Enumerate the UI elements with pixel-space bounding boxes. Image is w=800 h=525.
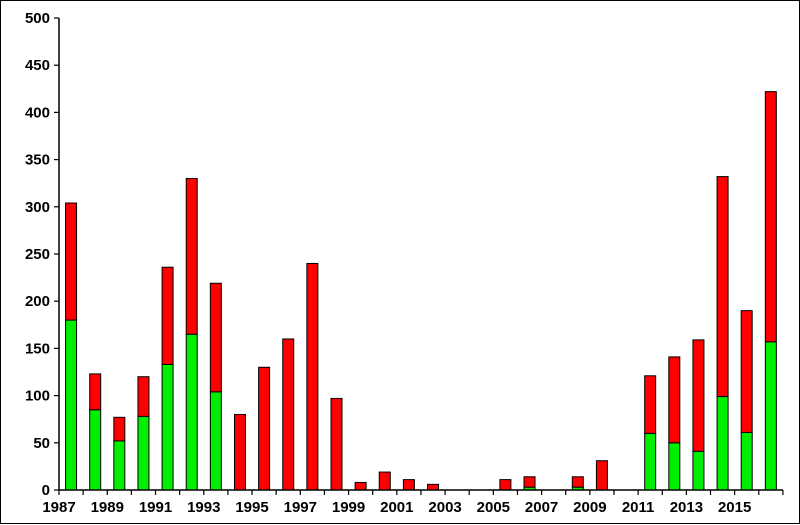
bar-segment-2008-1 [571, 476, 584, 488]
bar-segment-1989-1 [113, 416, 126, 442]
x-tick-label: 1991 [139, 499, 172, 516]
bar-segment-2011-0 [644, 432, 657, 491]
x-tick-label: 1999 [332, 499, 365, 516]
bar-segment-2001-1 [402, 479, 415, 491]
bar-segment-2013-0 [692, 450, 705, 491]
bar-segment-2009-1 [595, 460, 608, 491]
y-tick-label: 100 [25, 388, 50, 405]
y-tick-label: 250 [25, 246, 50, 263]
bar-segment-1992-0 [185, 333, 198, 491]
bar-segment-1993-0 [209, 391, 222, 491]
bar-segment-1990-0 [137, 415, 150, 491]
bar-segment-1995-1 [258, 366, 271, 491]
x-tick-label: 2003 [428, 499, 461, 516]
x-tick-label: 1993 [187, 499, 220, 516]
y-tick-label: 0 [42, 482, 50, 499]
y-tick-label: 150 [25, 340, 50, 357]
y-axis-labels: 0 50 100 150 200 250 300 350 400 450 500 [25, 10, 50, 499]
bar-segment-1992-1 [185, 177, 198, 335]
bar-segment-1989-0 [113, 440, 126, 491]
bar-segment-1996-1 [282, 338, 295, 491]
bar-segment-2002-1 [427, 483, 440, 491]
bar-segment-2000-1 [378, 471, 391, 491]
bar-segment-1993-1 [209, 282, 222, 393]
y-tick-label: 200 [25, 293, 50, 310]
x-tick-label: 2001 [380, 499, 413, 516]
bar-segment-2015-0 [740, 431, 753, 491]
x-tick-label: 1989 [91, 499, 124, 516]
bar-segment-1988-1 [89, 373, 102, 411]
x-axis-labels: 1987 1989 1991 1993 1995 1997 1999 2001 2003 2005… [42, 499, 751, 516]
bar-segment-2012-1 [668, 356, 681, 444]
x-tick-label: 1997 [284, 499, 317, 516]
bar-segment-1987-1 [65, 202, 78, 321]
bars [65, 91, 777, 491]
y-tick-label: 500 [25, 10, 50, 27]
bar-segment-2011-1 [644, 375, 657, 434]
bar-segment-2016-0 [764, 341, 777, 491]
x-tick-label: 2007 [525, 499, 558, 516]
bar-segment-2015-1 [740, 310, 753, 433]
bar-segment-1987-0 [65, 319, 78, 491]
bar-segment-2016-1 [764, 91, 777, 343]
y-tick-label: 300 [25, 199, 50, 216]
bar-segment-2012-0 [668, 442, 681, 491]
bar-segment-2014-1 [716, 176, 729, 398]
x-axis-ticks [58, 490, 784, 495]
bar-segment-1988-0 [89, 409, 102, 491]
bar-segment-1997-1 [306, 262, 319, 491]
x-tick-label: 2015 [718, 499, 751, 516]
x-tick-label: 1987 [42, 499, 75, 516]
y-tick-label: 400 [25, 104, 50, 121]
x-tick-label: 2011 [622, 499, 655, 516]
bar-segment-1991-0 [161, 363, 174, 491]
y-tick-label: 50 [33, 435, 50, 452]
bar-segment-1991-1 [161, 266, 174, 365]
bar-segment-1998-1 [330, 397, 343, 491]
bar-segment-1994-1 [233, 413, 246, 491]
x-tick-label: 2013 [670, 499, 703, 516]
x-tick-label: 1995 [235, 499, 268, 516]
y-tick-label: 450 [25, 57, 50, 74]
y-tick-label: 350 [25, 152, 50, 169]
bar-segment-1999-1 [354, 481, 367, 491]
bar-segment-2013-1 [692, 339, 705, 452]
x-tick-label: 2005 [477, 499, 510, 516]
bar-segment-1990-1 [137, 376, 150, 417]
y-axis-ticks [54, 17, 59, 491]
bar-segment-2006-1 [523, 476, 536, 488]
x-tick-label: 2009 [573, 499, 606, 516]
bar-segment-2014-0 [716, 396, 729, 491]
bar-segment-2005-1 [499, 479, 512, 491]
